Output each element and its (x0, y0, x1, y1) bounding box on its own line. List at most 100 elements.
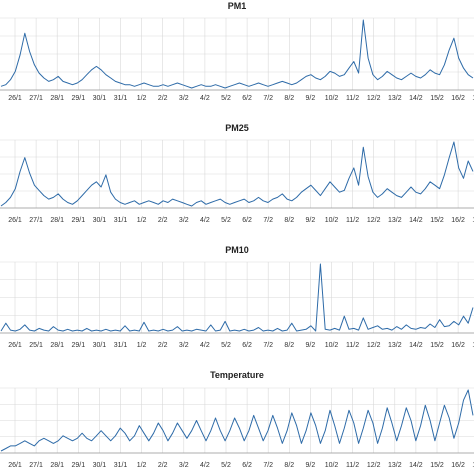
x-tick-label: 1/2 (137, 462, 147, 469)
x-tick-label: 4/2 (200, 342, 210, 349)
x-tick-label: 28/1 (50, 342, 64, 349)
chart-title: PM1 (228, 1, 247, 11)
x-tick-label: 5/2 (221, 95, 231, 102)
x-tick-label: 31/1 (114, 217, 128, 224)
x-tick-label: 7/2 (263, 217, 273, 224)
x-tick-label: 3/2 (179, 342, 189, 349)
x-tick-label: 30/1 (93, 95, 107, 102)
x-tick-label: 12/2 (367, 462, 381, 469)
x-tick-label: 6/2 (242, 462, 252, 469)
x-tick-label: 30/1 (93, 462, 107, 469)
x-tick-label: 10/2 (325, 95, 339, 102)
x-tick-label: 29/1 (71, 342, 85, 349)
x-tick-label: 11/2 (346, 342, 359, 349)
x-tick-label: 25/1 (29, 342, 43, 349)
x-tick-label: 5/2 (221, 462, 231, 469)
series-line (0, 19, 474, 89)
x-tick-label: 15/2 (430, 342, 444, 349)
x-tick-label: 2/2 (158, 342, 168, 349)
x-tick-label: 14/2 (409, 95, 423, 102)
x-tick-label: 14/2 (409, 342, 423, 349)
x-tick-label: 5/2 (221, 342, 231, 349)
x-tick-label: 6/2 (242, 95, 252, 102)
x-tick-label: 17/2 (472, 342, 474, 349)
x-tick-label: 13/2 (388, 462, 402, 469)
series-line (0, 141, 474, 207)
x-tick-label: 5/2 (221, 217, 231, 224)
x-tick-label: 9/2 (306, 95, 316, 102)
x-tick-label: 17/2 (472, 217, 474, 224)
x-tick-label: 11/2 (346, 217, 359, 224)
x-tick-label: 4/2 (200, 462, 210, 469)
x-tick-label: 14/2 (409, 217, 423, 224)
x-tick-label: 8/2 (284, 462, 294, 469)
chart-title: PM25 (225, 123, 249, 133)
x-tick-label: 29/1 (71, 95, 85, 102)
x-tick-label: 15/2 (430, 462, 444, 469)
chart-panel-3: Temperature 26/1 27/1 28/1 29/1 30/1 31/1 1/2 2/… (0, 370, 474, 469)
x-tick-label: 27/1 (29, 95, 43, 102)
x-tick-label: 8/2 (284, 217, 294, 224)
chart-title: PM10 (225, 245, 249, 255)
x-tick-label: 16/2 (451, 342, 465, 349)
chart-panel-1: PM25 26/1 27/1 28/1 29/1 30/1 31/1 1/2 2/2 3/2 4/2… (0, 123, 474, 224)
x-tick-label: 12/2 (367, 342, 381, 349)
chart-panel-2: PM10 26/1 25/1 28/1 29/1 30/1 31/1 1/2 2/2 3/2 4/2… (0, 245, 474, 349)
x-tick-label: 3/2 (179, 95, 189, 102)
x-tick-label: 30/1 (93, 342, 107, 349)
x-tick-label: 10/2 (325, 217, 339, 224)
x-tick-label: 6/2 (242, 217, 252, 224)
x-tick-label: 16/2 (451, 462, 465, 469)
x-tick-label: 15/2 (430, 95, 444, 102)
x-tick-label: 3/2 (179, 217, 189, 224)
x-tick-label: 29/1 (71, 462, 85, 469)
x-tick-label: 13/2 (388, 342, 402, 349)
x-tick-label: 8/2 (284, 95, 294, 102)
x-tick-label: 17/2 (472, 95, 474, 102)
x-tick-label: 2/2 (158, 217, 168, 224)
x-tick-label: 28/1 (50, 462, 64, 469)
x-tick-label: 2/2 (158, 462, 168, 469)
series-line (0, 389, 474, 452)
x-tick-label: 26/1 (8, 462, 22, 469)
x-tick-label: 7/2 (263, 95, 273, 102)
x-tick-label: 1/2 (137, 217, 147, 224)
x-tick-label: 28/1 (50, 95, 64, 102)
x-tick-label: 11/2 (346, 95, 359, 102)
x-tick-label: 13/2 (388, 217, 402, 224)
x-tick-label: 15/2 (430, 217, 444, 224)
x-tick-label: 1/2 (137, 95, 147, 102)
x-tick-label: 9/2 (306, 462, 316, 469)
x-tick-label: 31/1 (114, 95, 128, 102)
x-tick-label: 14/2 (409, 462, 423, 469)
x-tick-label: 28/1 (50, 217, 64, 224)
x-tick-label: 17/2 (472, 462, 474, 469)
x-tick-label: 26/1 (8, 217, 22, 224)
x-tick-label: 27/1 (29, 217, 43, 224)
x-tick-label: 4/2 (200, 95, 210, 102)
x-tick-label: 27/1 (29, 462, 43, 469)
x-tick-label: 1/2 (137, 342, 147, 349)
x-tick-label: 29/1 (71, 217, 85, 224)
x-tick-label: 12/2 (367, 95, 381, 102)
series-line (0, 263, 474, 332)
chart-panel-0: PM1 26/1 27/1 28/1 29/1 30/1 31/1 1/2 2/2 3/2 4/2 5… (0, 1, 474, 102)
x-tick-label: 3/2 (179, 462, 189, 469)
x-tick-label: 11/2 (346, 462, 359, 469)
x-tick-label: 30/1 (93, 217, 107, 224)
x-tick-label: 7/2 (263, 342, 273, 349)
x-tick-label: 6/2 (242, 342, 252, 349)
x-tick-label: 9/2 (306, 217, 316, 224)
chart-title: Temperature (210, 370, 264, 380)
x-tick-label: 4/2 (200, 217, 210, 224)
x-tick-label: 9/2 (306, 342, 316, 349)
x-tick-label: 2/2 (158, 95, 168, 102)
x-tick-label: 16/2 (451, 217, 465, 224)
x-tick-label: 26/1 (8, 342, 22, 349)
x-tick-label: 16/2 (451, 95, 465, 102)
x-tick-label: 7/2 (263, 462, 273, 469)
x-tick-label: 8/2 (284, 342, 294, 349)
x-tick-label: 10/2 (325, 462, 339, 469)
x-tick-label: 12/2 (367, 217, 381, 224)
